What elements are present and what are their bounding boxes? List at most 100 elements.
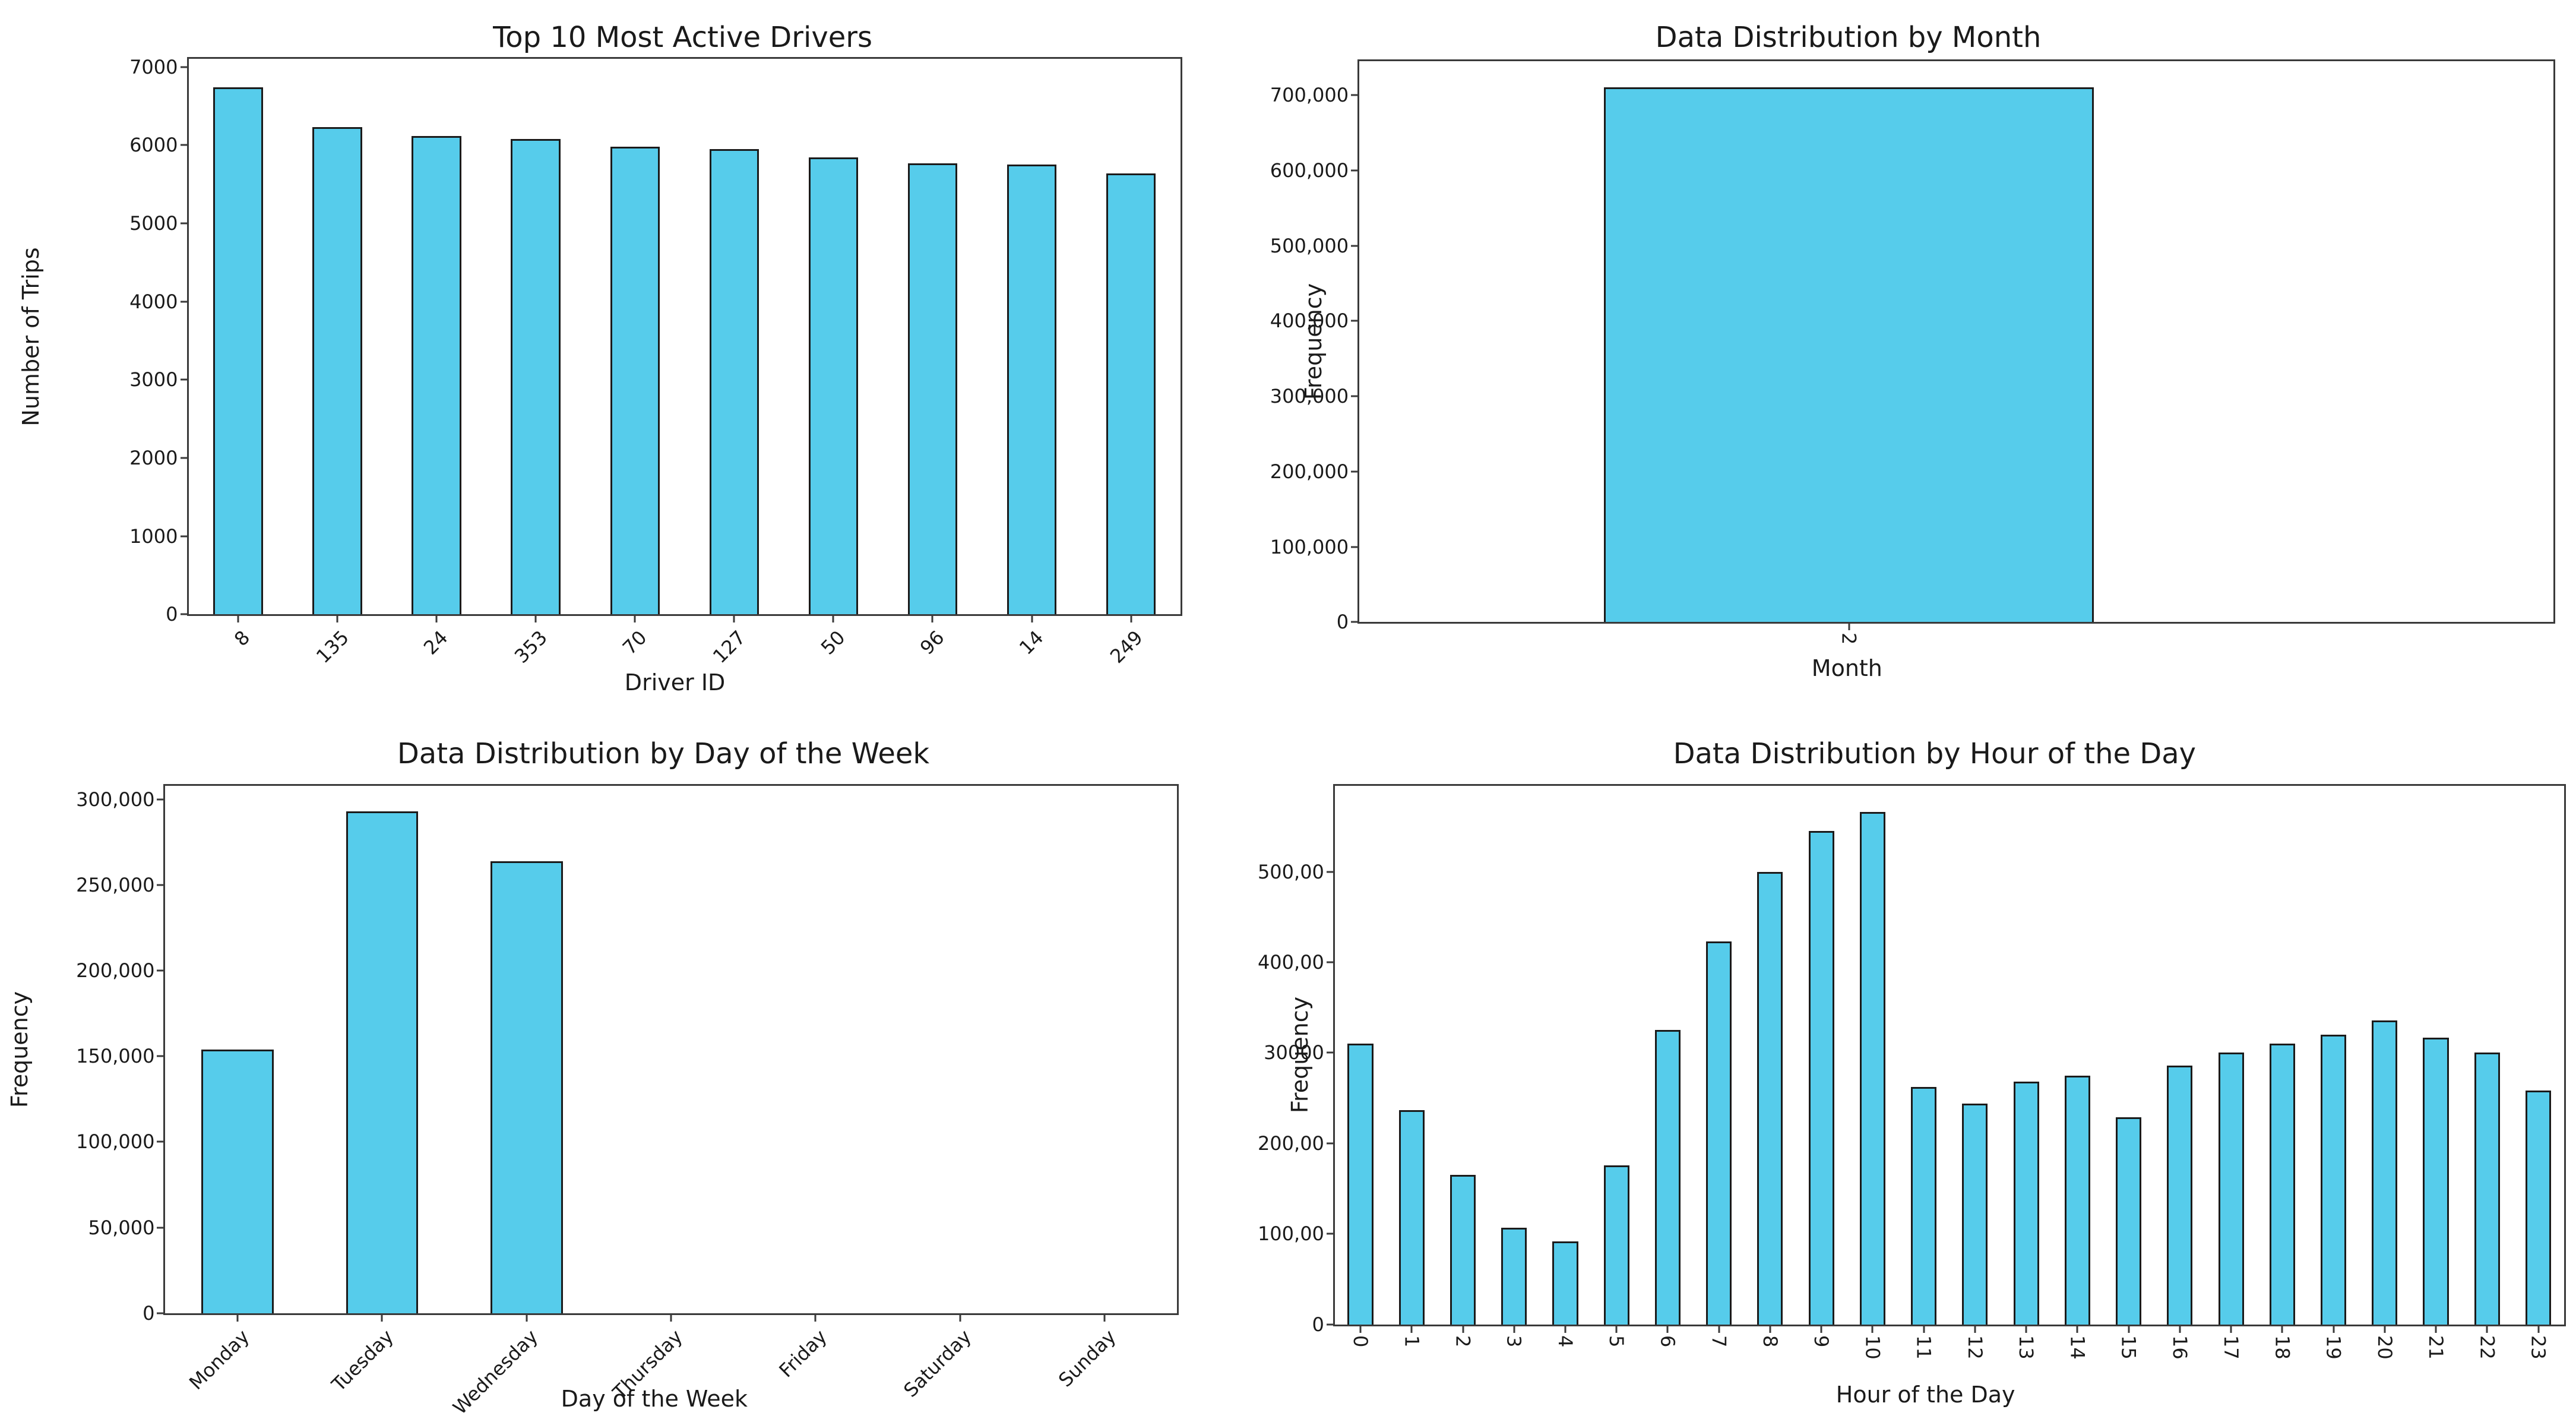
x-tick-label-text: 70 xyxy=(618,626,651,660)
x-tick-label-text: Wednesday xyxy=(448,1325,543,1419)
y-tick-label: 300,000 xyxy=(1270,385,1349,408)
y-tick-mark xyxy=(180,222,189,225)
x-tick-mark xyxy=(2128,1324,2130,1333)
x-tick-mark xyxy=(1666,1324,1669,1333)
y-tick-mark xyxy=(180,613,189,615)
bar xyxy=(907,163,958,615)
chart-panel-hour-of-day: Data Distribution by Hour of the Day Fre… xyxy=(1258,707,2576,1415)
bar xyxy=(1603,1165,1629,1325)
bar xyxy=(1106,173,1156,615)
plot-area: 0 50,000 100,000 150,000 200,000 250,000 300,0… xyxy=(76,783,1179,1419)
x-tick-mark xyxy=(2435,1324,2437,1333)
y-tick-label: 100,000 xyxy=(76,1130,155,1153)
y-tick-mark xyxy=(1351,470,1360,473)
x-tick-label-text: 21 xyxy=(2425,1335,2448,1360)
chart-panel-top-drivers: Top 10 Most Active Drivers Number of Tri… xyxy=(0,0,1288,707)
x-tick-label-text: 1 xyxy=(1400,1335,1423,1348)
bar xyxy=(1347,1044,1374,1325)
y-tick-mark xyxy=(157,1140,166,1143)
x-tick-label-text: 15 xyxy=(2117,1335,2140,1360)
y-tick-mark xyxy=(1351,169,1360,172)
x-tick-label-text: 12 xyxy=(1963,1335,1986,1360)
y-tick-mark xyxy=(157,1312,166,1314)
bar xyxy=(2013,1082,2039,1325)
x-tick-mark xyxy=(1923,1324,1925,1333)
x-tick-mark xyxy=(2025,1324,2027,1333)
y-tick-label: 6000 xyxy=(129,134,178,157)
x-axis-label: Month xyxy=(1811,655,1882,681)
x-tick-mark xyxy=(814,1313,817,1322)
x-tick-mark xyxy=(634,614,636,623)
bar xyxy=(1604,87,2094,622)
x-tick-mark xyxy=(1031,614,1033,623)
x-tick-label-text: 10 xyxy=(1861,1335,1884,1360)
x-tick-label-text: 14 xyxy=(2066,1335,2089,1360)
x-tick-label-text: 5 xyxy=(1605,1335,1628,1348)
x-tick-label-text: 9 xyxy=(1810,1335,1833,1348)
bar xyxy=(610,146,660,615)
x-tick-label-text: 96 xyxy=(915,626,949,660)
x-tick-mark xyxy=(237,614,239,623)
y-tick-mark xyxy=(1326,961,1335,963)
x-tick-label-text: 20 xyxy=(2373,1335,2396,1360)
x-tick-mark xyxy=(2230,1324,2232,1333)
y-tick-mark xyxy=(1351,320,1360,322)
y-tick-label: 200,00 xyxy=(1257,1132,1324,1155)
bar xyxy=(490,861,563,1313)
x-tick-mark xyxy=(832,614,834,623)
y-tick-label: 5000 xyxy=(129,211,178,235)
bar xyxy=(1450,1175,1476,1325)
y-tick-label: 100,00 xyxy=(1257,1222,1324,1246)
x-tick-label-text: 135 xyxy=(311,626,353,668)
plot-area: 0 100,00 200,00 30000 400,00 500,00 0 1 2 3 4 5 6 7 8 9… xyxy=(1258,783,2566,1360)
chart-panel-month: Data Distribution by Month Frequency 0 10… xyxy=(1270,0,2576,707)
y-tick-label: 300,000 xyxy=(76,788,155,811)
x-tick-mark xyxy=(336,614,338,623)
x-tick-label-text: 50 xyxy=(816,626,850,660)
x-tick-mark xyxy=(2281,1324,2283,1333)
x-tick-mark xyxy=(1820,1324,1822,1333)
bar xyxy=(2269,1044,2295,1325)
x-tick-label-text: Saturday xyxy=(899,1325,976,1402)
x-tick-label-text: 7 xyxy=(1707,1335,1730,1348)
x-tick-label-text: 127 xyxy=(708,626,751,668)
bar xyxy=(1911,1087,1937,1325)
bar xyxy=(1398,1110,1425,1325)
x-tick-label-text: 14 xyxy=(1014,626,1048,660)
x-tick-mark xyxy=(1769,1324,1771,1333)
x-tick-mark xyxy=(534,614,537,623)
x-tick-label-text: Sunday xyxy=(1054,1325,1121,1392)
y-tick-label: 100,000 xyxy=(1270,535,1349,558)
x-tick-label-text: 18 xyxy=(2271,1335,2294,1360)
y-tick-label: 0 xyxy=(143,1301,155,1325)
x-tick-label-text: Tuesday xyxy=(327,1325,398,1396)
y-tick-mark xyxy=(1351,546,1360,548)
bar xyxy=(2064,1075,2090,1325)
y-tick-label: 500,00 xyxy=(1257,860,1324,883)
bar xyxy=(2218,1053,2244,1325)
x-tick-mark xyxy=(2537,1324,2539,1333)
y-tick-mark xyxy=(1326,1142,1335,1145)
x-tick-label-text: 8 xyxy=(229,626,254,651)
bar xyxy=(1654,1030,1681,1325)
x-tick-label-text: Friday xyxy=(774,1325,832,1382)
x-tick-label-text: 19 xyxy=(2322,1335,2345,1360)
x-tick-label-text: 16 xyxy=(2168,1335,2191,1360)
bar xyxy=(2167,1065,2193,1325)
y-tick-label: 30000 xyxy=(1264,1041,1324,1064)
x-tick-mark xyxy=(931,614,933,623)
bar xyxy=(511,138,561,615)
bar xyxy=(412,135,461,615)
bar xyxy=(1808,830,1834,1325)
y-tick-mark xyxy=(180,301,189,303)
y-tick-label: 0 xyxy=(1312,1313,1324,1336)
y-tick-label: 7000 xyxy=(129,55,178,78)
x-tick-mark xyxy=(1359,1324,1362,1333)
bar xyxy=(2320,1034,2347,1325)
y-tick-mark xyxy=(1326,871,1335,873)
y-tick-label: 2000 xyxy=(129,446,178,469)
y-tick-label: 1000 xyxy=(129,524,178,548)
x-tick-label-text: 2 xyxy=(1837,633,1860,645)
bar xyxy=(1962,1103,1988,1325)
x-tick-mark xyxy=(2333,1324,2335,1333)
